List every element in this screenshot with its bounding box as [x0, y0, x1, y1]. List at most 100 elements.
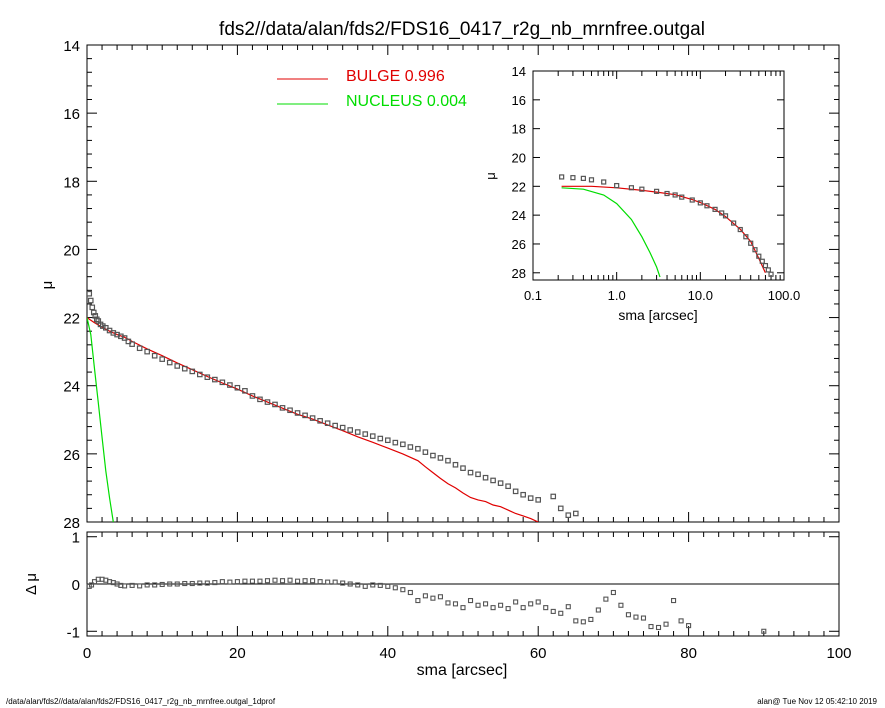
data-point	[407, 444, 414, 450]
residual-point	[377, 582, 383, 588]
inset-data-point	[614, 182, 620, 189]
data-point	[279, 405, 286, 411]
inset-y-tick-label: 14	[512, 64, 526, 79]
data-point	[242, 388, 248, 394]
inset-data-point	[748, 240, 754, 246]
data-point	[422, 449, 429, 455]
residual-point	[144, 582, 150, 588]
residual-point	[513, 599, 519, 605]
residual-point	[279, 578, 286, 584]
residual-point	[588, 616, 594, 623]
data-point	[535, 497, 542, 503]
residual-point	[580, 619, 586, 625]
residual-point	[633, 614, 639, 620]
residual-x-tick-label: 0	[83, 645, 91, 662]
data-point	[497, 480, 504, 486]
residual-point	[182, 580, 188, 587]
main-y-label: μ	[39, 281, 56, 290]
data-point	[234, 384, 241, 391]
inset-data-point	[679, 194, 685, 200]
inset-data-point	[759, 258, 765, 264]
residual-point	[467, 597, 474, 604]
data-point	[287, 407, 293, 414]
inset-x-tick-label: 1.0	[608, 288, 626, 303]
data-point	[369, 433, 376, 439]
data-point	[400, 441, 406, 448]
residual-point	[610, 589, 616, 596]
residual-point	[137, 583, 143, 589]
residual-point	[625, 612, 631, 618]
residual-point	[257, 578, 263, 584]
residual-point	[655, 624, 662, 631]
residual-x-tick-label: 60	[530, 645, 547, 662]
data-point	[136, 345, 143, 352]
inset-data-point	[697, 200, 703, 206]
inset-data-point	[762, 262, 769, 269]
data-point	[249, 393, 256, 399]
inset-plot: 14 16 18 20 22 24 26 28 0.1 1.0 10.0 100.0	[512, 64, 801, 303]
inset-data-point	[628, 185, 634, 191]
residual-point	[671, 597, 677, 604]
data-point	[452, 461, 459, 468]
residual-point	[174, 581, 180, 587]
residual-point	[640, 615, 647, 621]
inset-data-point	[672, 192, 678, 198]
data-point	[437, 455, 444, 461]
residual-point	[498, 602, 504, 608]
footer-right: alan@ Tue Nov 12 05:42:10 2019	[757, 697, 877, 706]
data-point	[204, 374, 211, 380]
data-point	[89, 304, 96, 311]
data-point	[174, 363, 181, 369]
residual-point	[362, 583, 368, 589]
residual-point	[400, 587, 406, 593]
residual-y-tick-label: 1	[72, 530, 80, 547]
inset-data-point	[639, 186, 645, 192]
residual-x-tick-label: 80	[680, 645, 697, 662]
inset-x-tick-label: 0.1	[524, 288, 542, 303]
residual-point	[648, 623, 654, 630]
legend: BULGE 0.996 NUCLEUS 0.004	[277, 68, 467, 110]
data-point	[520, 491, 526, 498]
residual-point	[227, 579, 233, 585]
residual-point	[370, 582, 376, 588]
inset-data-point	[731, 220, 737, 226]
data-point	[159, 356, 166, 362]
main-y-tick-label: 16	[63, 106, 80, 123]
residual-x-tick-label: 20	[229, 645, 246, 662]
inset-data-point	[653, 188, 660, 194]
data-point	[219, 379, 226, 386]
data-point	[445, 457, 451, 464]
bulge-model-line	[87, 317, 539, 522]
residual-point	[415, 597, 421, 604]
nucleus-model-line	[87, 317, 114, 522]
residual-point	[249, 578, 255, 584]
residual-y-tick-label: 0	[72, 577, 80, 594]
inset-y-tick-label: 20	[512, 150, 526, 165]
residual-x-tick-label: 100	[826, 645, 851, 662]
residual-y-label: Δ μ	[23, 573, 40, 595]
inset-data-point	[743, 234, 749, 240]
data-point	[475, 471, 481, 478]
data-point	[212, 376, 218, 383]
residual-point	[347, 581, 353, 587]
residual-point	[219, 579, 225, 585]
residual-point	[430, 595, 436, 601]
data-point	[309, 415, 316, 421]
footer-left: /data/alan/fds2//data/alan/fds2/FDS16_04…	[6, 697, 276, 706]
data-point	[189, 368, 196, 375]
residual-point	[152, 582, 158, 588]
data-point	[430, 452, 436, 459]
inset-y-tick-label: 26	[512, 237, 526, 252]
main-y-tick-label: 20	[63, 242, 80, 259]
residual-point	[678, 618, 684, 624]
inset-data-point	[756, 253, 762, 259]
inset-data-point	[559, 174, 565, 180]
data-point	[565, 512, 572, 518]
inset-data-point	[737, 226, 743, 233]
inset-data-point	[768, 271, 774, 277]
residual-point	[543, 605, 549, 611]
main-y-tick-label: 24	[63, 379, 80, 396]
residual-x-tick-label: 40	[379, 645, 396, 662]
data-point	[362, 431, 369, 437]
